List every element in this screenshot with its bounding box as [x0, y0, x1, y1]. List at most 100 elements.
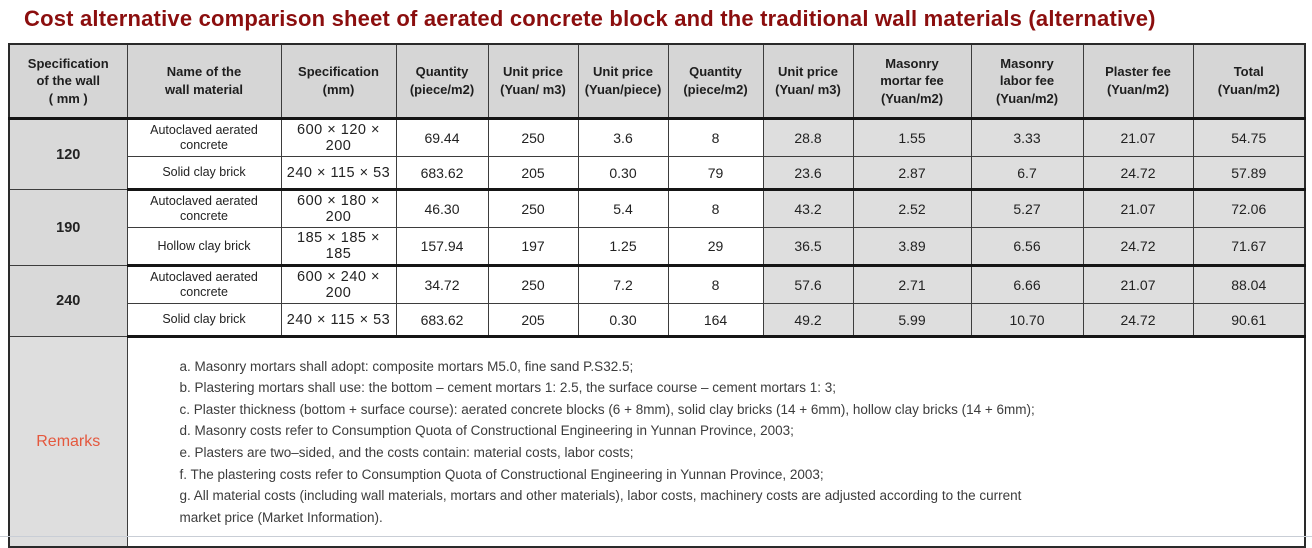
- cell: 3.6: [577, 118, 669, 157]
- cell: 3.89: [852, 227, 972, 267]
- header-unit-price-piece: Unit price (Yuan/piece): [577, 43, 669, 120]
- remark-item-c: c. Plaster thickness (bottom + surface c…: [179, 401, 1035, 417]
- cell: 8: [667, 265, 764, 304]
- cell: 57.6: [762, 265, 854, 304]
- header-quantity-1: Quantity (piece/m2): [395, 43, 489, 120]
- cell: 157.94: [395, 227, 489, 267]
- header-material-name: Name of the wall material: [126, 43, 282, 120]
- spec-cell: 600 × 240 × 200: [280, 265, 397, 304]
- cell: 54.75: [1192, 118, 1306, 157]
- table-row: Solid clay brick 240 × 115 × 53 683.62 2…: [9, 156, 1306, 191]
- cell: 164: [667, 303, 764, 338]
- cell: 205: [487, 303, 579, 338]
- spec-cell: 185 × 185 × 185: [280, 227, 397, 267]
- table-row: 240 Autoclaved aerated concrete 600 × 24…: [8, 265, 1306, 337]
- cell: 21.07: [1082, 265, 1194, 304]
- cell: 49.2: [762, 303, 854, 338]
- cell: 29: [667, 227, 764, 267]
- cell: 2.52: [852, 189, 972, 228]
- cell: 250: [487, 189, 579, 228]
- cell: 2.87: [852, 156, 972, 191]
- cell: 21.07: [1082, 118, 1194, 157]
- remark-item-a: a. Masonry mortars shall adopt: composit…: [179, 358, 634, 374]
- cell: 10.70: [970, 303, 1084, 338]
- cell: 46.30: [395, 189, 489, 228]
- cell: 5.27: [970, 189, 1084, 228]
- table-row: Solid clay brick 240 × 115 × 53 683.62 2…: [9, 303, 1306, 338]
- page-edge-divider: [0, 536, 1312, 537]
- material-cell: Solid clay brick: [126, 303, 282, 338]
- cell: 69.44: [395, 118, 489, 157]
- remarks-body: a. Masonry mortars shall adopt: composit…: [126, 336, 1306, 548]
- cell: 90.61: [1192, 303, 1306, 338]
- material-cell: Autoclaved aerated concrete: [126, 189, 282, 228]
- material-cell: Autoclaved aerated concrete: [126, 118, 282, 157]
- remark-item-e: e. Plasters are two–sided, and the costs…: [179, 445, 634, 460]
- cell: 21.07: [1082, 189, 1194, 228]
- material-cell: Solid clay brick: [126, 156, 282, 191]
- header-specification: Specification (mm): [280, 43, 397, 120]
- header-unit-price-m3-1: Unit price (Yuan/ m3): [487, 43, 579, 120]
- cell: 24.72: [1082, 227, 1194, 267]
- cell: 79: [667, 156, 764, 191]
- cell: 5.4: [577, 189, 669, 228]
- wall-spec-cell: 240: [8, 265, 128, 337]
- cell: 72.06: [1192, 189, 1306, 228]
- remarks-label: Remarks: [8, 336, 128, 548]
- cell: 2.71: [852, 265, 972, 304]
- spec-cell: 600 × 180 × 200: [280, 189, 397, 228]
- header-masonry-labor-fee: Masonry labor fee (Yuan/m2): [970, 43, 1084, 120]
- cell: 683.62: [395, 303, 489, 338]
- wall-spec-cell: 190: [8, 189, 128, 266]
- remark-item-d: d. Masonry costs refer to Consumption Qu…: [179, 423, 794, 439]
- cell: 7.2: [577, 265, 669, 304]
- cost-comparison-table: Specification of the wall ( mm ) Name of…: [8, 43, 1306, 548]
- cell: 24.72: [1082, 303, 1194, 338]
- material-cell: Autoclaved aerated concrete: [126, 265, 282, 304]
- cell: 6.56: [970, 227, 1084, 267]
- cell: 23.6: [762, 156, 854, 191]
- spec-cell: 240 × 115 × 53: [280, 303, 397, 338]
- table-row: Hollow clay brick 185 × 185 × 185 157.94…: [9, 227, 1306, 267]
- cell: 683.62: [395, 156, 489, 191]
- table-row: 190 Autoclaved aerated concrete 600 × 18…: [8, 189, 1306, 266]
- cell: 0.30: [577, 303, 669, 338]
- cell: 6.66: [970, 265, 1084, 304]
- cell: 250: [487, 118, 579, 157]
- spec-cell: 600 × 120 × 200: [280, 118, 397, 157]
- spec-cell: 240 × 115 × 53: [280, 156, 397, 191]
- cell: 1.55: [852, 118, 972, 157]
- header-total: Total (Yuan/m2): [1192, 43, 1306, 120]
- table-header-row: Specification of the wall ( mm ) Name of…: [8, 43, 1306, 120]
- cell: 3.33: [970, 118, 1084, 157]
- header-unit-price-m3-2: Unit price (Yuan/ m3): [762, 43, 854, 120]
- header-wall-spec: Specification of the wall ( mm ): [8, 43, 128, 120]
- cell: 71.67: [1192, 227, 1306, 267]
- cell: 24.72: [1082, 156, 1194, 191]
- remark-item-f: f. The plastering costs refer to Consump…: [179, 466, 824, 482]
- cell: 8: [667, 189, 764, 228]
- header-masonry-mortar-fee: Masonry mortar fee (Yuan/m2): [852, 43, 972, 120]
- cell: 57.89: [1192, 156, 1306, 191]
- cell: 1.25: [577, 227, 669, 267]
- cell: 6.7: [970, 156, 1084, 191]
- header-quantity-2: Quantity (piece/m2): [667, 43, 764, 120]
- cell: 197: [487, 227, 579, 267]
- remarks-row: Remarks a. Masonry mortars shall adopt: …: [8, 336, 1306, 548]
- table-row: 120 Autoclaved aerated concrete 600 × 12…: [8, 118, 1306, 190]
- remark-item-g: g. All material costs (including wall ma…: [179, 488, 1022, 525]
- cell: 250: [487, 265, 579, 304]
- cell: 8: [667, 118, 764, 157]
- cell: 34.72: [395, 265, 489, 304]
- remark-item-b: b. Plastering mortars shall use: the bot…: [179, 380, 837, 396]
- cell: 205: [487, 156, 579, 191]
- header-plaster-fee: Plaster fee (Yuan/m2): [1082, 43, 1194, 120]
- page-title: Cost alternative comparison sheet of aer…: [24, 6, 1156, 31]
- cell: 43.2: [762, 189, 854, 228]
- wall-spec-cell: 120: [8, 118, 128, 190]
- cell: 36.5: [762, 227, 854, 267]
- cell: 28.8: [762, 118, 854, 157]
- material-cell: Hollow clay brick: [126, 227, 282, 267]
- cell: 0.30: [577, 156, 669, 191]
- cell: 5.99: [852, 303, 972, 338]
